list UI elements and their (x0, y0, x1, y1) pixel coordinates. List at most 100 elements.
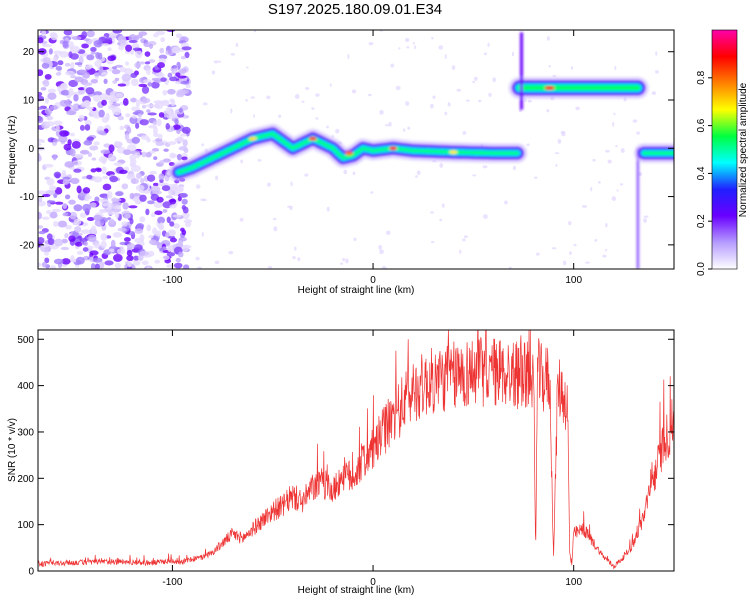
noise-blob (604, 249, 608, 252)
noise-blob (38, 200, 46, 207)
noise-blob (69, 211, 78, 220)
noise-blob (597, 181, 601, 184)
noise-blob (395, 85, 401, 91)
noise-blob (82, 203, 92, 212)
noise-blob (152, 33, 159, 38)
noise-blob (93, 242, 100, 249)
noise-blob (157, 62, 166, 69)
noise-blob (278, 114, 282, 118)
snr-y-tick-label: 500 (17, 335, 34, 346)
noise-blob (122, 202, 129, 210)
spectrogram-y-tick-label: 10 (23, 96, 35, 107)
noise-blob (90, 78, 99, 84)
noise-blob (304, 86, 310, 90)
noise-blob (65, 99, 72, 107)
noise-blob (178, 146, 188, 151)
noise-blob (42, 44, 52, 48)
noise-blob (72, 104, 78, 109)
noise-blob (378, 244, 382, 250)
noise-blob (134, 62, 142, 69)
noise-blob (83, 140, 93, 146)
noise-blob (133, 244, 143, 251)
noise-blob (108, 144, 115, 153)
noise-blob (181, 46, 192, 51)
noise-blob (159, 247, 165, 252)
noise-blob (451, 65, 456, 70)
noise-blob (144, 61, 151, 65)
noise-blob (144, 51, 151, 57)
noise-blob (102, 183, 112, 191)
noise-blob (141, 151, 147, 158)
noise-blob (73, 168, 82, 173)
noise-blob (146, 137, 151, 143)
noise-blob (42, 79, 50, 87)
noise-blob (148, 235, 154, 239)
noise-blob (512, 165, 517, 171)
noise-blob (106, 190, 113, 199)
noise-blob (487, 42, 490, 47)
noise-blob (151, 81, 160, 89)
noise-blob (131, 115, 137, 119)
noise-blob (70, 132, 75, 137)
noise-blob (70, 177, 80, 185)
colorbar-tick-label: 0.0 (696, 262, 707, 276)
noise-blob (104, 260, 114, 266)
noise-blob (145, 266, 151, 269)
noise-blob (87, 234, 97, 243)
noise-blob (44, 108, 53, 115)
noise-blob (292, 255, 296, 260)
noise-blob (390, 63, 395, 68)
noise-blob (126, 126, 132, 135)
noise-blob (80, 229, 91, 234)
noise-blob (130, 78, 139, 87)
noise-blob (57, 220, 68, 228)
snr-x-tick-label: -100 (162, 577, 182, 588)
noise-blob (86, 174, 93, 180)
noise-blob (182, 139, 188, 147)
noise-blob (127, 261, 132, 268)
noise-blob (71, 35, 82, 41)
noise-blob (156, 196, 164, 203)
noise-blob (294, 246, 297, 251)
noise-blob (483, 52, 487, 56)
noise-blob (103, 143, 111, 148)
noise-blob (49, 185, 57, 192)
noise-blob (135, 122, 140, 129)
noise-blob (62, 176, 71, 180)
noise-blob (147, 200, 155, 205)
noise-blob (108, 248, 115, 253)
noise-blob (169, 76, 178, 82)
noise-blob (214, 260, 220, 265)
noise-blob (137, 254, 144, 262)
noise-blob (171, 65, 178, 69)
noise-blob (439, 218, 443, 222)
noise-blob (60, 89, 70, 96)
noise-blob (180, 227, 185, 232)
noise-blob (141, 260, 149, 265)
noise-blob (173, 223, 181, 229)
noise-blob (297, 257, 301, 262)
snr-x-axis-label: Height of straight line (km) (298, 585, 415, 596)
noise-blob (98, 109, 105, 118)
noise-blob (70, 255, 75, 263)
noise-blob (250, 96, 255, 99)
noise-blob (163, 148, 169, 152)
noise-blob (73, 161, 79, 165)
snr-y-tick-label: 400 (17, 381, 34, 392)
noise-blob (431, 36, 434, 40)
noise-blob (44, 257, 50, 264)
noise-blob (112, 30, 123, 34)
ridge-hotspot (449, 150, 458, 155)
noise-blob (257, 159, 262, 162)
noise-blob (145, 151, 152, 158)
noise-blob (511, 51, 515, 57)
noise-blob (53, 258, 64, 265)
noise-blob (38, 111, 42, 117)
noise-blob (93, 39, 103, 48)
noise-blob (177, 75, 187, 79)
noise-blob (76, 185, 82, 194)
noise-blob (147, 82, 153, 87)
noise-blob (175, 257, 181, 263)
